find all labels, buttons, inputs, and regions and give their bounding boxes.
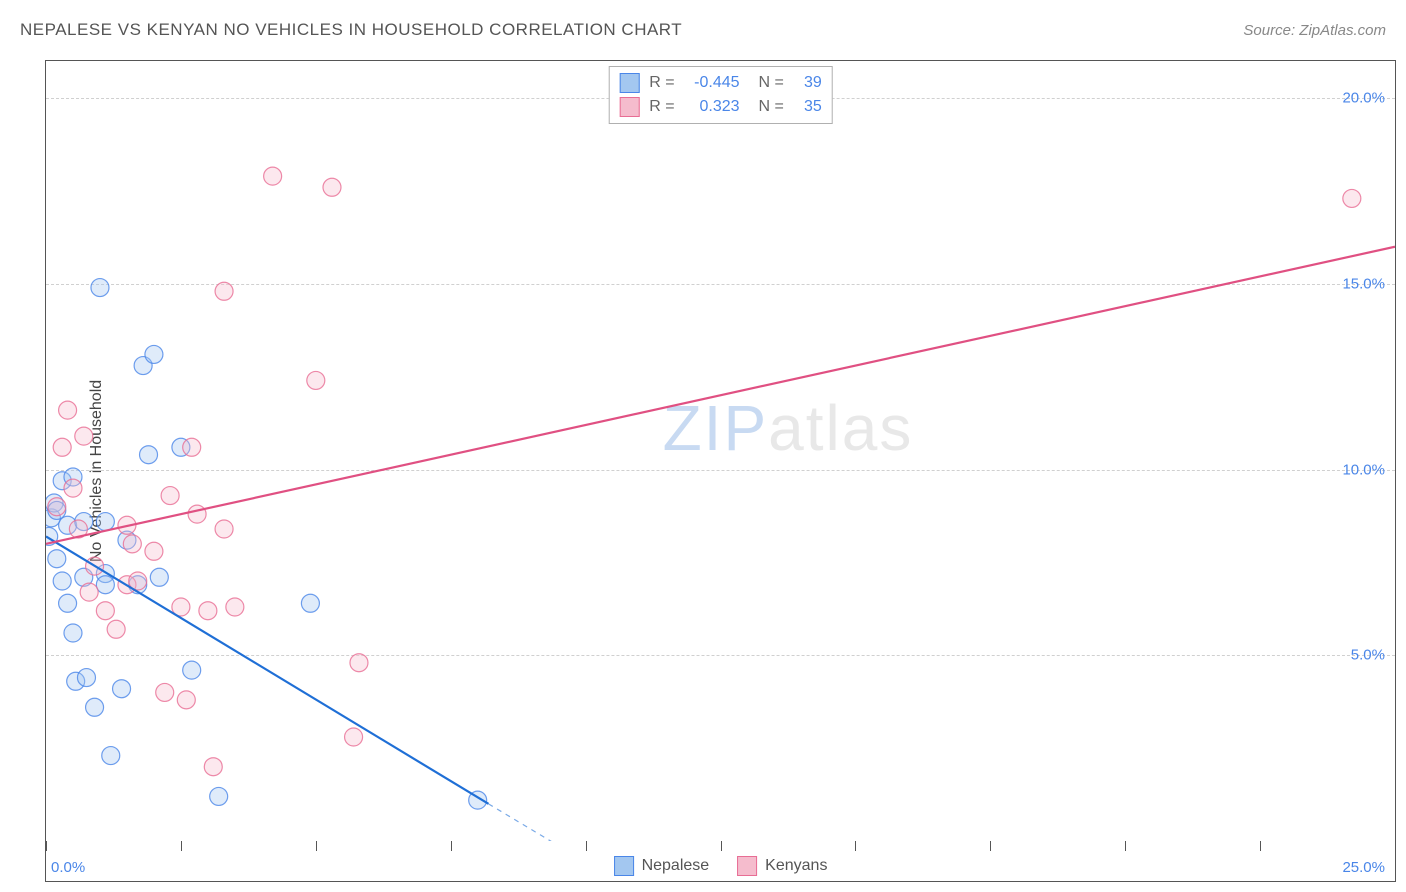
data-point <box>53 572 71 590</box>
data-point <box>59 401 77 419</box>
data-point <box>91 279 109 297</box>
data-point <box>102 747 120 765</box>
data-point <box>96 513 114 531</box>
x-tick-last: 25.0% <box>1342 859 1385 876</box>
data-point <box>150 568 168 586</box>
data-point <box>140 446 158 464</box>
data-point <box>86 698 104 716</box>
data-point <box>75 427 93 445</box>
data-point <box>301 594 319 612</box>
x-tick-first: 0.0% <box>51 859 85 876</box>
stats-r-label: R = <box>649 98 674 116</box>
stats-r-value: -0.445 <box>685 74 740 92</box>
stats-row: R = 0.323 N = 35 <box>619 95 822 119</box>
data-point <box>264 167 282 185</box>
data-point <box>107 620 125 638</box>
data-point <box>210 787 228 805</box>
data-point <box>215 282 233 300</box>
x-tick <box>1125 841 1126 851</box>
data-point <box>307 371 325 389</box>
data-point <box>145 542 163 560</box>
stats-box: R = -0.445 N = 39 R = 0.323 N = 35 <box>608 66 833 124</box>
stats-swatch <box>619 97 639 117</box>
source-name: ZipAtlas.com <box>1299 22 1386 39</box>
x-tick <box>451 841 452 851</box>
data-point <box>161 487 179 505</box>
data-point <box>113 680 131 698</box>
stats-n-value: 39 <box>794 74 822 92</box>
data-point <box>48 550 66 568</box>
data-point <box>145 345 163 363</box>
data-point <box>80 583 98 601</box>
x-tick <box>181 841 182 851</box>
data-point <box>156 683 174 701</box>
stats-swatch <box>619 73 639 93</box>
stats-row: R = -0.445 N = 39 <box>619 71 822 95</box>
data-point <box>64 479 82 497</box>
legend: Nepalese Kenyans <box>614 856 828 876</box>
data-point <box>48 498 66 516</box>
data-point <box>59 594 77 612</box>
data-point <box>177 691 195 709</box>
stats-n-label: N = <box>750 98 784 116</box>
data-point <box>183 661 201 679</box>
trend-line <box>46 247 1395 544</box>
legend-item: Kenyans <box>737 856 827 876</box>
chart-svg <box>46 61 1395 841</box>
chart-title: NEPALESE VS KENYAN NO VEHICLES IN HOUSEH… <box>20 20 682 40</box>
legend-label: Kenyans <box>765 857 827 875</box>
data-point <box>96 602 114 620</box>
data-point <box>96 576 114 594</box>
data-point <box>123 535 141 553</box>
stats-n-label: N = <box>750 74 784 92</box>
x-tick <box>721 841 722 851</box>
data-point <box>215 520 233 538</box>
source-prefix: Source: <box>1243 22 1299 39</box>
header: NEPALESE VS KENYAN NO VEHICLES IN HOUSEH… <box>20 20 1386 40</box>
data-point <box>183 438 201 456</box>
x-tick <box>990 841 991 851</box>
data-point <box>226 598 244 616</box>
legend-swatch <box>737 856 757 876</box>
legend-swatch <box>614 856 634 876</box>
x-tick <box>316 841 317 851</box>
data-point <box>204 758 222 776</box>
data-point <box>53 438 71 456</box>
data-point <box>1343 189 1361 207</box>
data-point <box>323 178 341 196</box>
x-tick <box>855 841 856 851</box>
stats-r-value: 0.323 <box>685 98 740 116</box>
x-tick <box>586 841 587 851</box>
trend-line-extrapolated <box>488 804 612 841</box>
chart-container: No Vehicles in Household ZIPatlas 5.0%10… <box>45 60 1396 882</box>
data-point <box>199 602 217 620</box>
x-tick <box>1395 841 1396 851</box>
data-point <box>345 728 363 746</box>
legend-item: Nepalese <box>614 856 710 876</box>
data-point <box>64 624 82 642</box>
data-point <box>77 669 95 687</box>
x-tick <box>1260 841 1261 851</box>
stats-n-value: 35 <box>794 98 822 116</box>
stats-r-label: R = <box>649 74 674 92</box>
data-point <box>350 654 368 672</box>
source-attribution: Source: ZipAtlas.com <box>1243 22 1386 39</box>
legend-label: Nepalese <box>642 857 710 875</box>
data-point <box>188 505 206 523</box>
x-tick <box>46 841 47 851</box>
